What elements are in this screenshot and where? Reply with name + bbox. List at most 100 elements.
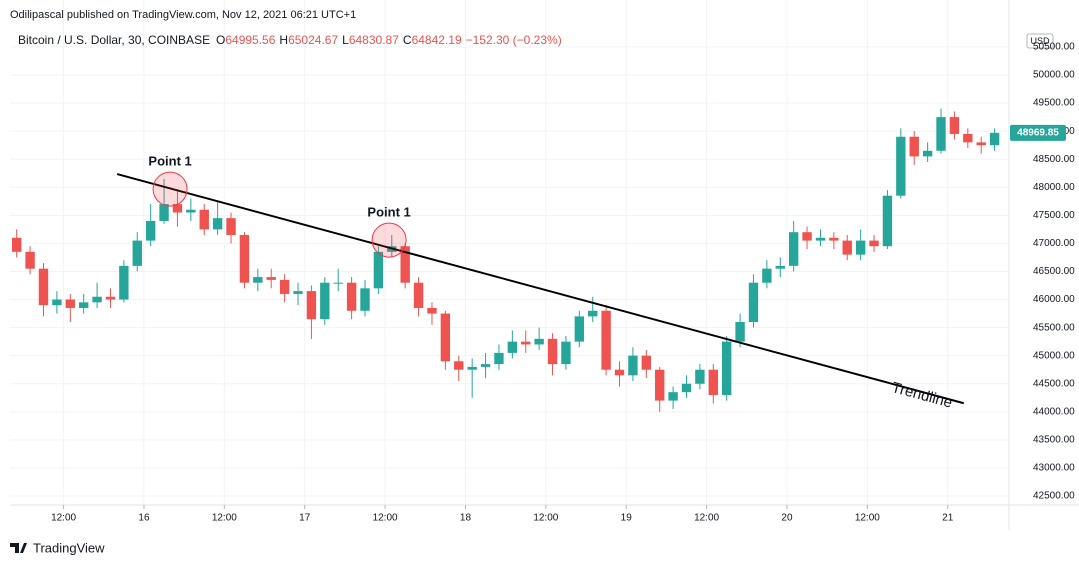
ohlc-value: 64830.87 — [349, 33, 399, 47]
y-tick-label: 47000.00 — [1033, 238, 1075, 249]
ohlc-label: C — [403, 33, 412, 47]
candle-body — [119, 265, 129, 300]
candle-body — [172, 204, 183, 213]
x-tick-label: 19 — [621, 513, 633, 524]
y-tick-label: 44000.00 — [1033, 406, 1075, 417]
ohlc-legend: O64995.56 H65024.67 L64830.87 C64842.19 −152… — [216, 33, 562, 47]
last-price-badge — [1010, 124, 1066, 141]
x-tick-label: 12:00 — [855, 513, 880, 524]
candle-body — [427, 307, 437, 314]
x-tick-label: 12:00 — [373, 513, 398, 524]
candle-body — [212, 218, 223, 230]
candle-body — [922, 150, 933, 157]
candle-body — [25, 251, 35, 269]
candle-body — [882, 195, 893, 247]
candle-body — [159, 204, 169, 221]
currency-badge[interactable] — [1026, 33, 1054, 49]
x-tick-label: 20 — [781, 513, 793, 524]
candle-body — [12, 237, 22, 252]
x-tick-label: 21 — [942, 513, 954, 524]
candle-body — [802, 232, 812, 241]
y-tick-label: 42500.00 — [1033, 491, 1075, 502]
x-tick-label: 17 — [299, 513, 311, 524]
candle-body — [989, 132, 1000, 146]
candle-body — [721, 341, 732, 395]
candle-body — [253, 277, 263, 283]
candle-body — [293, 291, 303, 294]
candle-body — [346, 282, 357, 311]
candle-body — [279, 279, 290, 294]
candle-body — [936, 117, 946, 151]
candle-body — [65, 299, 75, 308]
ohlc-change: −152.30 (−0.23%) — [466, 33, 562, 47]
ohlc-value: 64842.19 — [412, 33, 462, 47]
y-tick-label: 45500.00 — [1033, 322, 1075, 333]
candle-body — [668, 392, 678, 401]
candle-body — [52, 299, 62, 306]
candle-body — [815, 237, 826, 241]
symbol-title: Bitcoin / U.S. Dollar, 30, COINBASE — [18, 33, 210, 47]
x-tick-label: 12:00 — [212, 513, 237, 524]
candle-body — [601, 310, 611, 370]
grid — [10, 0, 1008, 505]
brand: TradingView — [33, 540, 105, 555]
y-tick-label: 48000.00 — [1033, 182, 1075, 193]
point-label: Point 1 — [148, 154, 191, 169]
candle-body — [963, 133, 973, 143]
candle-body — [440, 313, 451, 362]
x-tick-label: 18 — [460, 513, 472, 524]
candle-body — [869, 240, 879, 247]
ohlc-label: O — [216, 33, 225, 47]
candle-body — [748, 282, 759, 322]
publisher-line: Odilipascal published on TradingView.com… — [10, 9, 356, 21]
candle-body — [413, 282, 424, 308]
candle-body — [829, 237, 839, 241]
candle-body — [788, 232, 799, 266]
candle-body — [266, 277, 276, 280]
y-tick-label: 45000.00 — [1033, 350, 1075, 361]
candle-body — [547, 338, 558, 365]
candle-body — [454, 361, 464, 370]
x-tick-label: 16 — [138, 513, 150, 524]
y-tick-label: 46000.00 — [1033, 294, 1075, 305]
candle-body — [735, 321, 745, 342]
candle-body — [561, 341, 571, 365]
candle-body — [132, 240, 142, 266]
point-marker — [152, 171, 188, 207]
candle-body — [38, 268, 49, 306]
candle-body — [199, 209, 209, 230]
ohlc-label: L — [342, 33, 349, 47]
last-price-label: 48969.85 — [1017, 127, 1059, 138]
trendline — [116, 173, 965, 405]
candle-body — [762, 268, 772, 283]
candle-body — [708, 369, 718, 395]
candle-body — [226, 218, 236, 235]
y-tick-label: 49500.00 — [1033, 98, 1075, 109]
candle-body — [614, 369, 625, 376]
candle-body — [373, 251, 384, 289]
y-tick-label: 47500.00 — [1033, 210, 1075, 221]
candle-body — [239, 234, 250, 283]
candle-body — [78, 302, 89, 308]
candle-body — [507, 341, 518, 353]
y-tick-label: 48500.00 — [1033, 154, 1075, 165]
y-tick-label: 50000.00 — [1033, 70, 1075, 81]
point-marker — [371, 222, 407, 258]
candle-body — [949, 117, 960, 134]
y-tick-label: 50500.00 — [1033, 42, 1075, 53]
candle-body — [655, 369, 665, 401]
y-tick-label: 44500.00 — [1033, 378, 1075, 389]
candle-body — [641, 355, 651, 370]
currency: USD — [1030, 36, 1050, 46]
y-tick-label: 43000.00 — [1033, 463, 1075, 474]
candle-body — [480, 364, 491, 367]
ohlc-label: H — [279, 33, 288, 47]
candle-body — [467, 366, 477, 370]
ohlc-value: 65024.67 — [288, 33, 338, 47]
candle-body — [842, 240, 852, 255]
candle-body — [400, 246, 410, 283]
candle-body — [306, 291, 317, 320]
y-tick-label: 43500.00 — [1033, 435, 1075, 446]
candle-body — [186, 209, 196, 213]
